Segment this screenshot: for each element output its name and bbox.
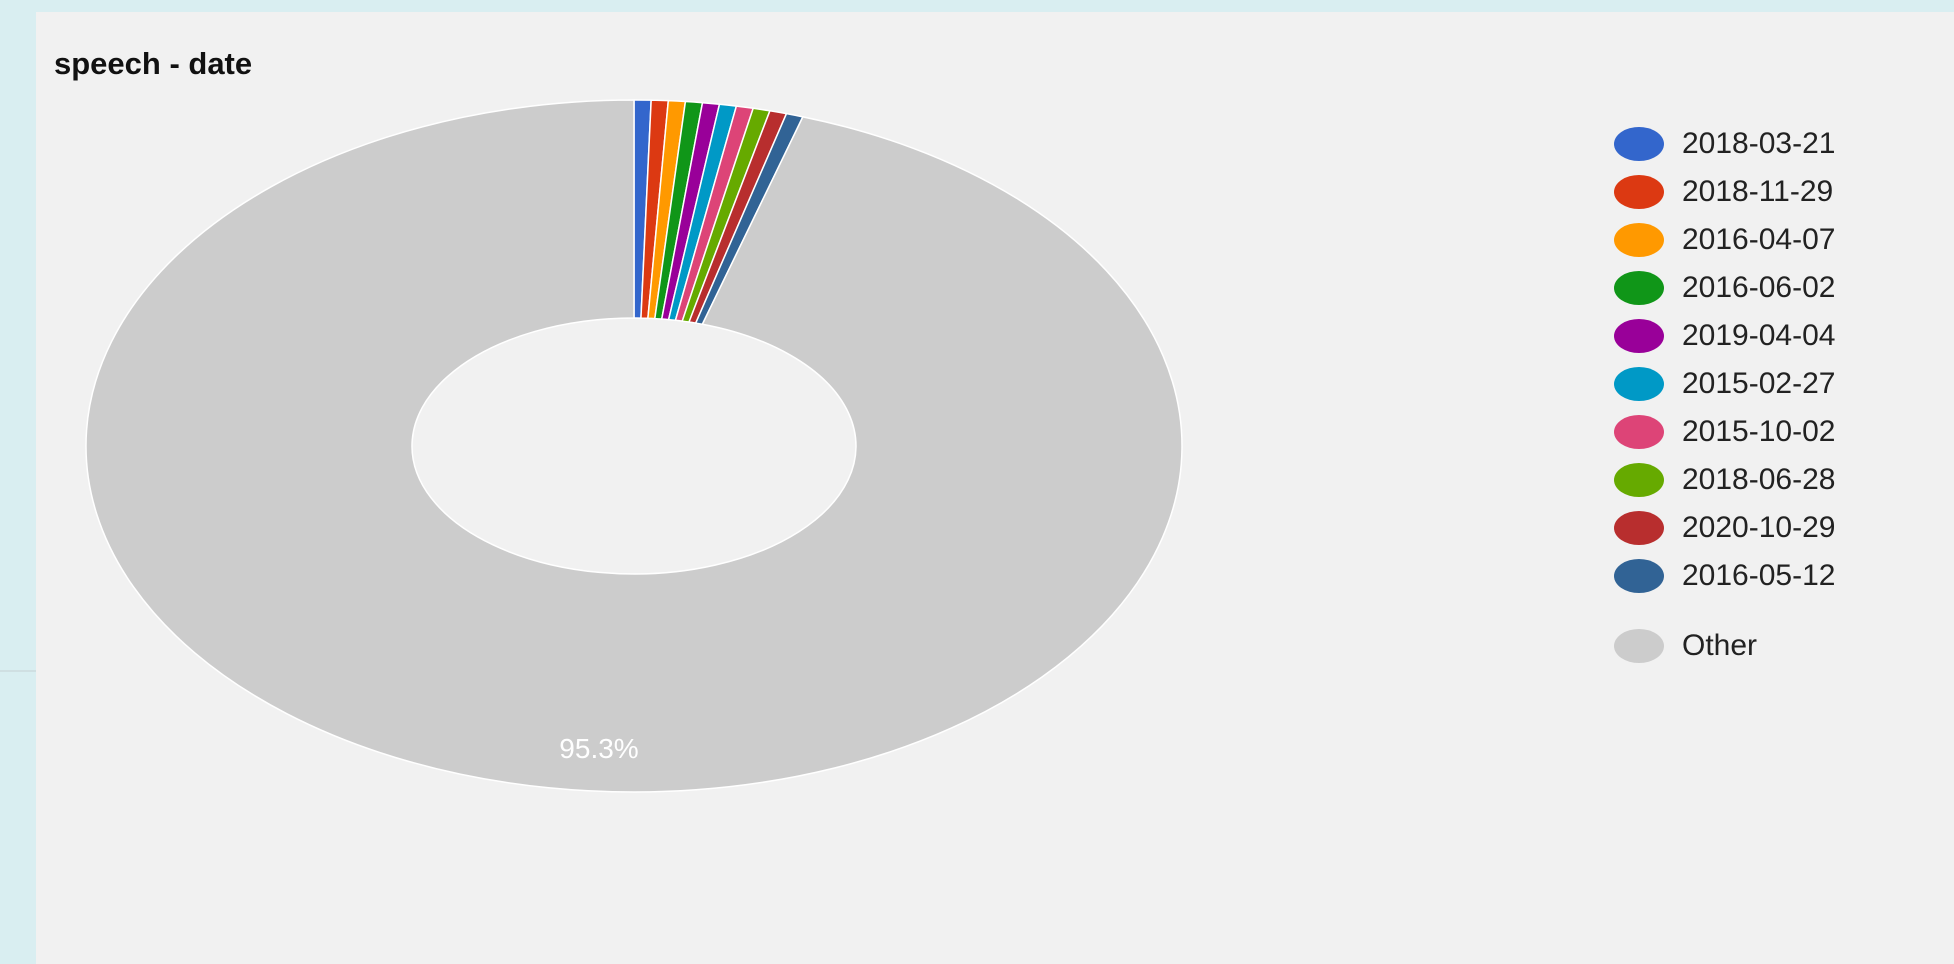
legend-item[interactable]: 2016-04-07 xyxy=(1614,216,1835,264)
legend-item[interactable]: 2018-03-21 xyxy=(1614,120,1835,168)
legend-swatch xyxy=(1614,415,1664,449)
legend-label: 2015-02-27 xyxy=(1682,367,1836,400)
legend-item[interactable]: 2015-10-02 xyxy=(1614,408,1835,456)
chart-panel: speech - date 95.3% 2018-03-21 2018-11-29… xyxy=(36,12,1954,964)
legend-swatch xyxy=(1614,127,1664,161)
legend-label: 2018-06-28 xyxy=(1682,463,1836,496)
legend-item[interactable]: 2019-04-04 xyxy=(1614,312,1835,360)
sidebar-divider xyxy=(0,670,36,672)
legend-label: 2019-04-04 xyxy=(1682,319,1836,352)
legend-label: 2020-10-29 xyxy=(1682,511,1836,544)
legend-swatch xyxy=(1614,511,1664,545)
legend-label: 2018-11-29 xyxy=(1682,175,1834,208)
legend-swatch xyxy=(1614,271,1664,305)
legend-swatch xyxy=(1614,175,1664,209)
legend-label: 2016-05-12 xyxy=(1682,559,1836,592)
legend-item[interactable]: 2015-02-27 xyxy=(1614,360,1835,408)
legend-swatch xyxy=(1614,463,1664,497)
chart-legend: 2018-03-21 2018-11-29 2016-04-07 2016-06-02… xyxy=(1614,120,1835,670)
legend-swatch xyxy=(1614,629,1664,663)
legend-swatch xyxy=(1614,319,1664,353)
legend-label: 2016-04-07 xyxy=(1682,223,1836,256)
legend-label: 2015-10-02 xyxy=(1682,415,1836,448)
chart-title: speech - date xyxy=(54,46,253,81)
legend-item[interactable]: 2020-10-29 xyxy=(1614,504,1835,552)
legend-swatch xyxy=(1614,223,1664,257)
legend-item[interactable]: Other xyxy=(1614,622,1835,670)
legend-item[interactable]: 2016-06-02 xyxy=(1614,264,1835,312)
donut-chart: 95.3% xyxy=(85,99,1183,793)
legend-item[interactable]: 2018-06-28 xyxy=(1614,456,1835,504)
legend-label: 2018-03-21 xyxy=(1682,127,1836,160)
legend-item[interactable]: 2016-05-12 xyxy=(1614,552,1835,600)
legend-swatch xyxy=(1614,559,1664,593)
legend-item[interactable]: 2018-11-29 xyxy=(1614,168,1835,216)
legend-swatch xyxy=(1614,367,1664,401)
donut-slice-other[interactable] xyxy=(85,99,1183,793)
legend-label: Other xyxy=(1682,629,1758,662)
legend-label: 2016-06-02 xyxy=(1682,271,1836,304)
slice-percent-label: 95.3% xyxy=(559,733,638,764)
donut-slices xyxy=(85,99,1183,793)
